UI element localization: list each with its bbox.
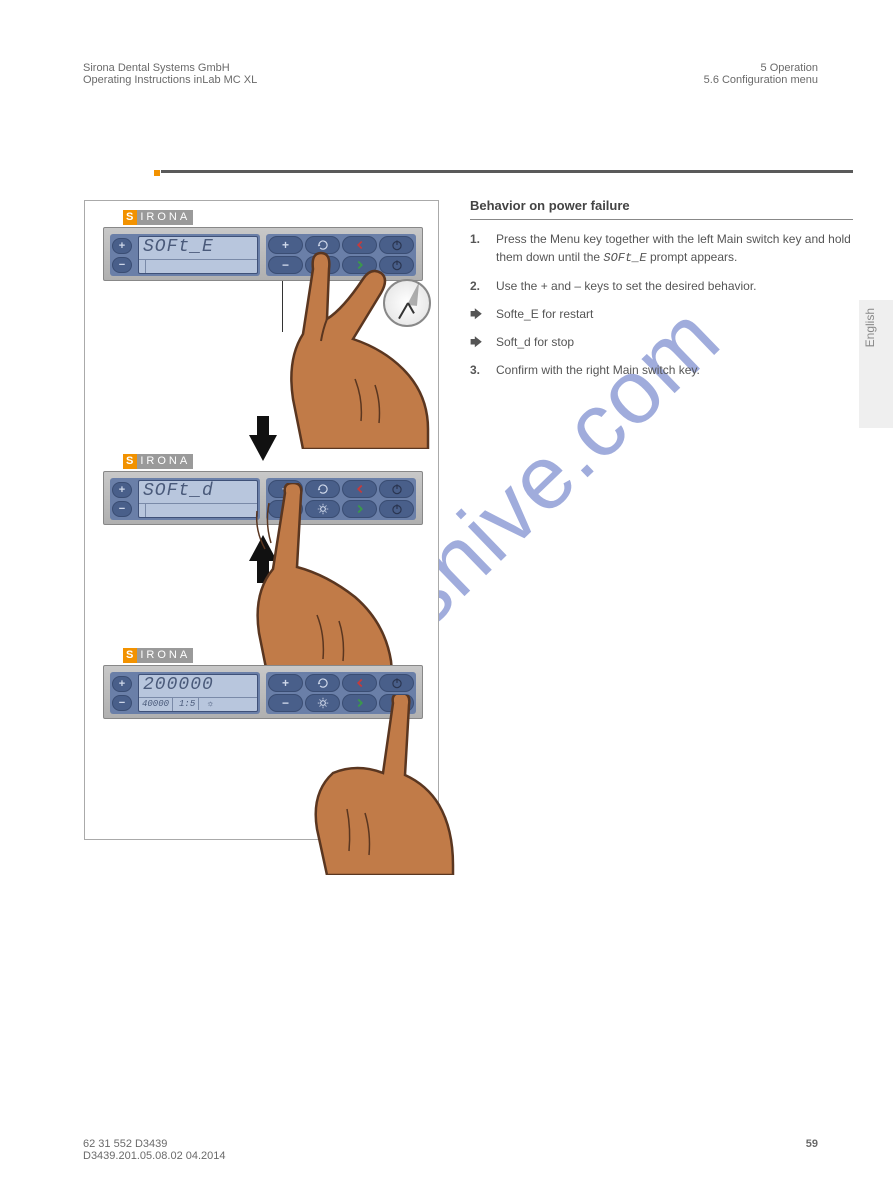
rule-marker	[154, 170, 160, 176]
language-tab: English	[859, 300, 893, 428]
hand-pointing-icon	[235, 483, 415, 683]
lcd-display: 200000 40000 1:5 ☼	[138, 674, 258, 712]
step-3: 3. Confirm with the right Main switch ke…	[470, 361, 853, 379]
panel-left-block: + − SOFt_E	[110, 234, 260, 276]
step-text: Softe_E for restart	[496, 307, 593, 321]
hand-two-fingers-icon	[263, 249, 443, 449]
plus-button[interactable]: +	[112, 238, 132, 254]
left-chevron-button[interactable]	[342, 674, 377, 692]
arrow-down-icon	[249, 435, 277, 461]
header-section-title: 5.6 Configuration menu	[704, 74, 818, 86]
footer-rev: D3439.201.05.08.02 04.2014	[83, 1150, 226, 1162]
language-label: English	[859, 300, 881, 355]
step-number: 1.	[470, 230, 480, 248]
brand-s: S	[123, 454, 137, 469]
horizontal-rule	[161, 170, 853, 173]
header-company: Sirona Dental Systems GmbH	[83, 62, 257, 74]
instructions-title: Behavior on power failure	[470, 198, 853, 213]
hand-pointing-icon	[297, 695, 457, 875]
lcd-top-text: 200000	[143, 675, 253, 695]
lcd-top-text: SOFt_E	[143, 237, 253, 257]
minus-button[interactable]: −	[112, 501, 132, 517]
brand-rest: IRONA	[137, 210, 193, 225]
brand-s: S	[123, 210, 137, 225]
plus-button[interactable]: +	[112, 676, 132, 692]
result-symbol: 🡆	[470, 305, 482, 323]
step-text: Confirm with the right Main switch key.	[496, 363, 700, 377]
header-doc-title: Operating Instructions inLab MC XL	[83, 74, 257, 86]
brand-logo: S IRONA	[123, 210, 193, 225]
step-2: 2. Use the + and – keys to set the desir…	[470, 277, 853, 295]
minus-button[interactable]: −	[112, 695, 132, 711]
plus-minus-group: + −	[110, 234, 138, 276]
plus-minus-group: + −	[110, 672, 138, 714]
result-symbol: 🡆	[470, 333, 482, 351]
step-text: Use the + and – keys to set the desired …	[496, 279, 757, 293]
illustration-frame: S IRONA + − SOFt_E + −	[84, 200, 439, 840]
instructions-divider	[470, 219, 853, 220]
step-result-2: 🡆 Soft_d for stop	[470, 333, 853, 351]
step-text: Press the Menu key together with the lef…	[496, 232, 851, 264]
brand-rest: IRONA	[137, 454, 193, 469]
step-number: 2.	[470, 277, 480, 295]
plus-button-right[interactable]: +	[268, 674, 303, 692]
undo-button[interactable]	[305, 674, 340, 692]
power-left-button[interactable]	[379, 674, 414, 692]
brand-logo: S IRONA	[123, 454, 193, 469]
footer-code: 62 31 552 D3439	[83, 1138, 226, 1150]
page-number: 59	[806, 1138, 818, 1150]
plus-minus-group: + −	[110, 478, 138, 520]
brand-rest: IRONA	[137, 648, 193, 663]
step-text: Soft_d for stop	[496, 335, 574, 349]
step-number: 3.	[470, 361, 480, 379]
plus-button[interactable]: +	[112, 482, 132, 498]
lcd-bottom-right: 1:5 ☼	[173, 698, 219, 711]
step-1: 1. Press the Menu key together with the …	[470, 230, 853, 267]
brand-logo: S IRONA	[123, 648, 193, 663]
panel-left-block: + − 200000 40000 1:5 ☼	[110, 672, 260, 714]
instructions-block: Behavior on power failure 1. Press the M…	[470, 198, 853, 389]
lcd-display: SOFt_E	[138, 236, 258, 274]
step-result-1: 🡆 Softe_E for restart	[470, 305, 853, 323]
header-section-num: 5 Operation	[704, 62, 818, 74]
minus-button[interactable]: −	[112, 257, 132, 273]
brand-s: S	[123, 648, 137, 663]
lcd-bottom-left: 40000	[139, 698, 173, 711]
